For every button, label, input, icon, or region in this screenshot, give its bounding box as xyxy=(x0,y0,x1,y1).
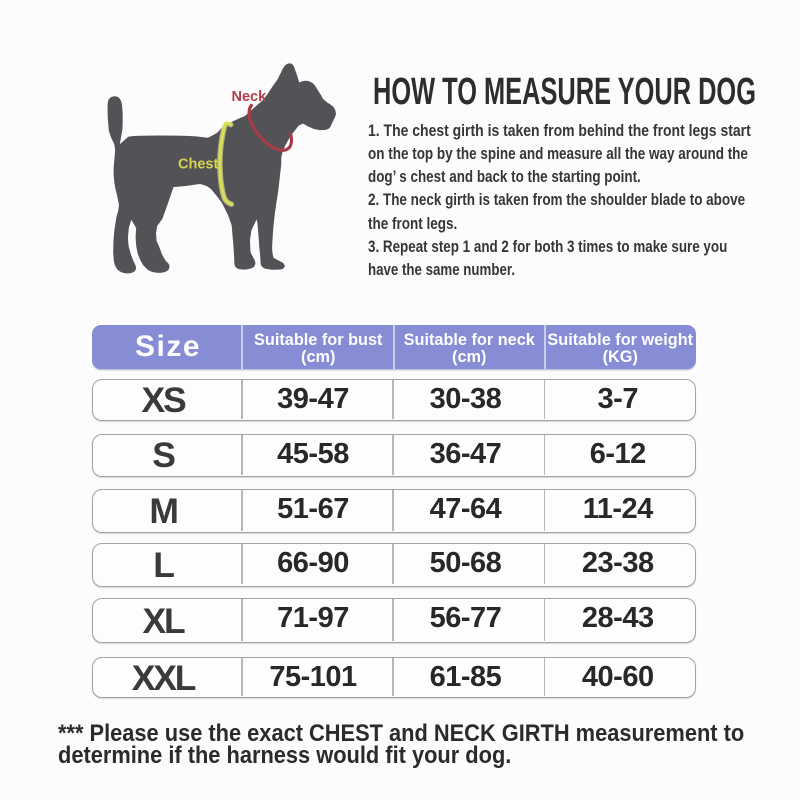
svg-text:Chest: Chest xyxy=(178,157,218,173)
svg-text:Neck: Neck xyxy=(232,89,268,105)
